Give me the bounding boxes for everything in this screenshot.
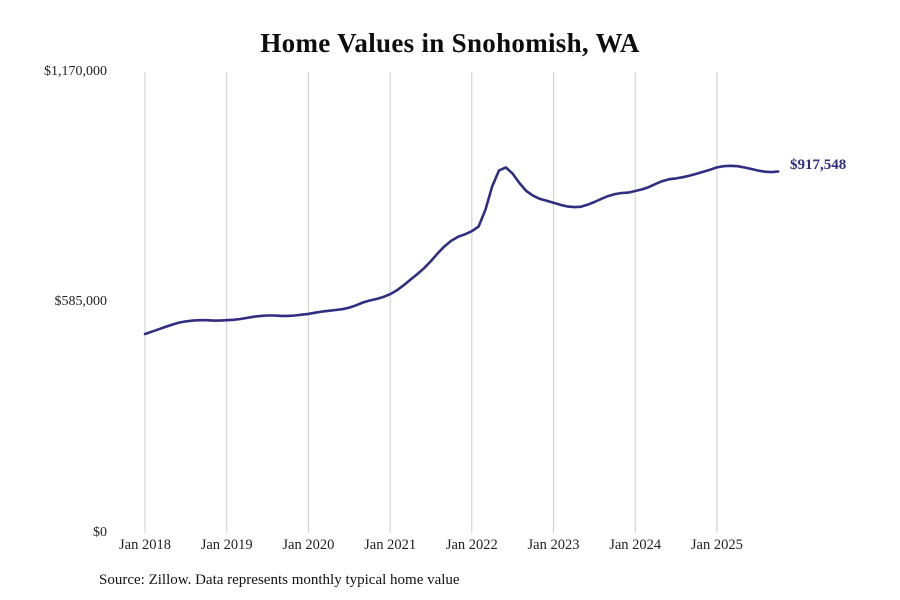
chart-title: Home Values in Snohomish, WA: [260, 28, 640, 58]
source-note: Source: Zillow. Data represents monthly …: [99, 572, 460, 588]
x-axis-tick-label: Jan 2025: [690, 537, 743, 553]
x-axis-tick-label: Jan 2018: [119, 537, 171, 553]
x-axis-tick-label: Jan 2020: [282, 537, 335, 553]
x-axis-tick-label: Jan 2019: [200, 537, 253, 553]
home-value-line: [143, 164, 780, 336]
x-axis-tick-label: Jan 2024: [609, 537, 662, 553]
x-axis-tick-label: Jan 2023: [527, 537, 580, 553]
x-axis-tick-label: Jan 2022: [445, 537, 498, 553]
y-axis-tick-label-zero: $0: [93, 525, 107, 540]
end-value-label: $917,548: [790, 157, 847, 173]
x-axis-tick-label: Jan 2021: [364, 537, 417, 553]
y-axis-tick-label-mid: $585,000: [54, 294, 108, 309]
y-axis-tick-label-max: $1,170,000: [44, 64, 107, 79]
